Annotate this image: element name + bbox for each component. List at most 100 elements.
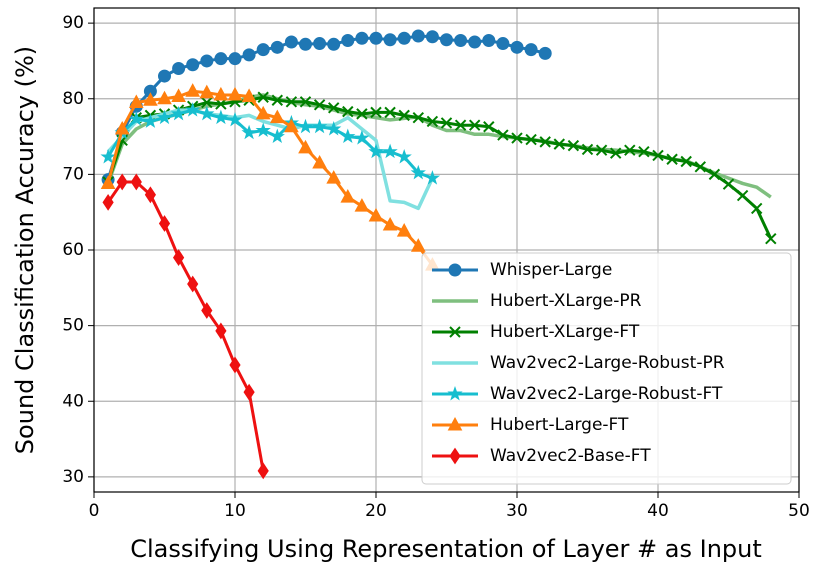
marker <box>525 133 537 146</box>
marker <box>468 35 482 49</box>
marker <box>298 139 313 154</box>
marker <box>227 86 243 101</box>
marker <box>624 144 636 156</box>
marker <box>482 34 496 48</box>
marker <box>269 128 285 144</box>
marker <box>214 52 228 66</box>
x-tick-label: 50 <box>788 501 810 521</box>
marker <box>270 40 284 54</box>
marker <box>241 124 257 140</box>
marker <box>411 29 425 43</box>
marker <box>311 118 328 134</box>
marker <box>370 106 382 119</box>
marker <box>172 249 185 266</box>
marker <box>242 48 256 62</box>
marker <box>284 118 299 133</box>
series-line <box>106 108 434 211</box>
marker <box>384 106 396 119</box>
marker <box>326 120 342 136</box>
marker <box>553 138 566 150</box>
marker <box>227 111 243 127</box>
marker <box>271 94 284 106</box>
marker <box>412 111 425 124</box>
legend-label: Wav2vec2-Large-Robust-FT <box>490 384 723 404</box>
y-axis-label: Sound Classification Accuracy (%) <box>11 46 39 454</box>
legend-label: Hubert-Large-FT <box>490 415 629 435</box>
marker <box>255 105 271 120</box>
marker <box>424 170 441 185</box>
legend-label: Hubert-XLarge-PR <box>490 291 642 311</box>
marker <box>297 118 314 134</box>
marker <box>398 109 410 122</box>
y-tick-label: 70 <box>62 164 84 184</box>
marker <box>128 111 144 126</box>
marker <box>396 148 412 164</box>
marker <box>426 115 439 128</box>
marker <box>539 136 551 148</box>
marker <box>511 132 523 144</box>
x-tick-label: 0 <box>89 501 100 521</box>
marker <box>396 223 412 237</box>
marker <box>299 96 312 108</box>
marker <box>100 175 116 189</box>
marker <box>144 186 157 204</box>
marker <box>313 37 327 51</box>
marker <box>128 94 144 109</box>
marker <box>185 83 201 97</box>
y-tick-label: 60 <box>62 240 84 260</box>
marker <box>510 40 524 54</box>
marker <box>257 462 269 480</box>
marker <box>722 178 735 190</box>
marker <box>497 129 509 141</box>
y-tick-label: 90 <box>62 13 84 33</box>
marker <box>243 383 255 401</box>
x-tick-label: 30 <box>506 501 528 521</box>
marker <box>765 232 777 245</box>
legend-box <box>421 252 792 485</box>
marker <box>354 130 370 145</box>
marker <box>355 31 369 45</box>
x-tick-label: 40 <box>647 501 669 521</box>
marker <box>327 37 341 51</box>
legend-label: Whisper-Large <box>490 260 612 280</box>
marker <box>410 164 426 180</box>
marker <box>142 113 159 128</box>
marker <box>356 108 368 120</box>
marker <box>410 238 426 252</box>
marker <box>483 121 495 133</box>
marker <box>425 30 439 44</box>
marker <box>269 109 285 124</box>
marker <box>581 143 594 156</box>
marker <box>368 143 384 159</box>
marker <box>100 148 116 164</box>
y-tick-label: 40 <box>62 391 84 411</box>
marker <box>241 88 257 102</box>
marker <box>186 58 200 72</box>
marker <box>694 161 707 173</box>
marker <box>201 96 213 109</box>
marker <box>130 173 142 191</box>
marker <box>383 33 397 47</box>
marker <box>215 98 227 110</box>
marker <box>171 88 186 102</box>
marker <box>567 139 580 152</box>
x-tick-label: 20 <box>365 501 387 521</box>
marker <box>447 416 463 431</box>
marker <box>158 69 171 83</box>
marker <box>609 147 622 159</box>
marker <box>285 96 298 108</box>
marker <box>680 155 692 168</box>
marker <box>340 189 356 203</box>
marker <box>158 215 171 232</box>
marker <box>299 37 312 51</box>
marker <box>102 193 114 211</box>
marker <box>284 35 298 49</box>
marker <box>157 90 172 105</box>
marker <box>524 43 538 57</box>
marker <box>538 46 552 60</box>
marker <box>187 275 199 293</box>
series-line <box>106 95 773 240</box>
plot-frame <box>93 7 800 493</box>
marker <box>496 37 510 51</box>
